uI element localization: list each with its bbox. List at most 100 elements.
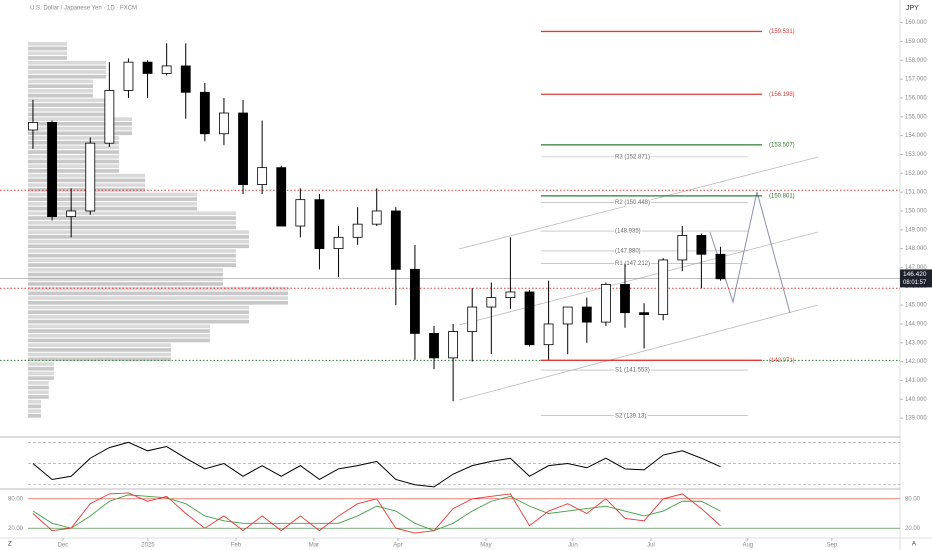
y-tick-label: 153.000 [905,152,927,158]
stoch-k-line [32,492,721,534]
x-tick-label: May [480,543,491,549]
volume-profile-bar [28,46,67,51]
pivot-label: (147.880) [615,248,641,254]
x-tick-label: 2025 [141,543,155,549]
volume-profile-bar [28,366,54,371]
volume-profile-bar [28,140,119,145]
volume-profile-bar [28,272,223,277]
candle-body [104,90,115,144]
candle-body [295,199,306,227]
candle-body [639,312,649,315]
volume-profile-bar [28,343,171,348]
candle-body [581,306,592,323]
pivot-label: R2 (150.448) [615,200,650,206]
volume-profile-bar [28,169,119,173]
candle-body [123,61,134,91]
candle-body [505,291,516,299]
candle-body [28,122,38,131]
level-label: (142.071) [769,358,795,364]
volume-profile-bar [28,399,41,404]
candle-body [161,65,172,74]
candle-body [524,291,535,346]
volume-profile-bar [28,206,197,211]
rsi-line [32,441,721,488]
stoch-tick-label: 80.00 [905,496,921,502]
volume-profile-bar [28,282,223,286]
candle-body [47,122,57,218]
stoch-tick-label: 20.00 [8,526,24,532]
y-tick-label: 142.000 [905,359,927,365]
volume-profile-bar [28,136,119,140]
candle-body [467,306,478,332]
volume-profile-bar [28,121,132,126]
timezone-icon: Z [8,542,12,548]
volume-profile-bar [28,390,49,395]
volume-profile-bar [28,235,249,239]
volume-profile-bar [28,404,41,409]
volume-profile-bar [28,79,93,84]
candle-body [429,333,439,359]
candle-body [219,112,229,135]
candle-body [314,199,325,250]
chart-title: U.S. Dollar / Japanese Yen · 1D · FXCM [30,6,137,12]
volume-profile-bar [28,89,93,93]
volume-profile-bar [28,220,236,225]
candle-body [352,223,363,238]
candle-body [371,210,382,225]
volume-profile-bar [28,371,54,376]
volume-profile-bar [28,74,106,79]
volume-profile-bar [28,216,236,220]
pivot-label: S2 (139.13) [615,413,646,419]
volume-profile-bar [28,258,236,263]
volume-profile-bar [28,107,106,112]
y-tick-label: 154.000 [905,133,927,139]
volume-profile-bar [28,239,249,244]
volume-profile-bar [28,56,67,60]
plot-layer: 139.000 140.000 141.000 142.000 143.000 144.0… [0,20,932,549]
volume-profile-bar [28,385,49,390]
y-tick-label: 151.000 [905,190,927,196]
volume-profile-bar [28,291,288,296]
volume-profile-bar [28,333,210,338]
stoch-tick-label: 20.00 [905,526,921,532]
volume-profile-bar [28,51,67,56]
volume-profile-bar [28,352,171,357]
candle-body [677,235,688,261]
y-tick-label: 140.000 [905,397,927,403]
candle-body [543,323,554,346]
level-label: (159.531) [769,29,795,35]
pivot-label: R3 (152.871) [615,154,650,160]
volume-profile-bar [28,65,106,70]
volume-profile-bar [28,103,106,107]
x-tick-label: Apr [393,543,402,549]
volume-profile-bar [28,197,197,202]
volume-profile-bar [28,131,132,136]
countdown-label: 08:01:57 [903,280,927,286]
y-tick-label: 149.000 [905,227,927,233]
volume-profile-bar [28,60,106,65]
y-tick-label: 155.000 [905,114,927,120]
volume-profile-bar [28,324,210,329]
candle-body [180,65,191,93]
candle-body [658,259,669,315]
y-tick-label: 156.000 [905,96,927,102]
level-label: (156.198) [769,92,795,98]
auto-scale-button[interactable]: A [912,542,916,548]
volume-profile-bar [28,230,249,235]
volume-profile-bar [28,305,249,310]
volume-profile-bar [28,315,249,319]
volume-profile-bar [28,192,197,197]
candle-body [66,210,77,218]
volume-profile-bar [28,244,249,249]
y-tick-label: 145.000 [905,303,927,309]
candle-body [486,297,497,308]
y-tick-label: 139.000 [905,416,927,422]
candle-body [85,142,96,212]
volume-profile-bar [28,267,223,272]
volume-profile-bar [28,41,67,46]
channel-line [458,156,819,250]
candle-body [620,284,630,314]
volume-profile-bar [28,263,236,267]
volume-profile-bar [28,98,106,103]
